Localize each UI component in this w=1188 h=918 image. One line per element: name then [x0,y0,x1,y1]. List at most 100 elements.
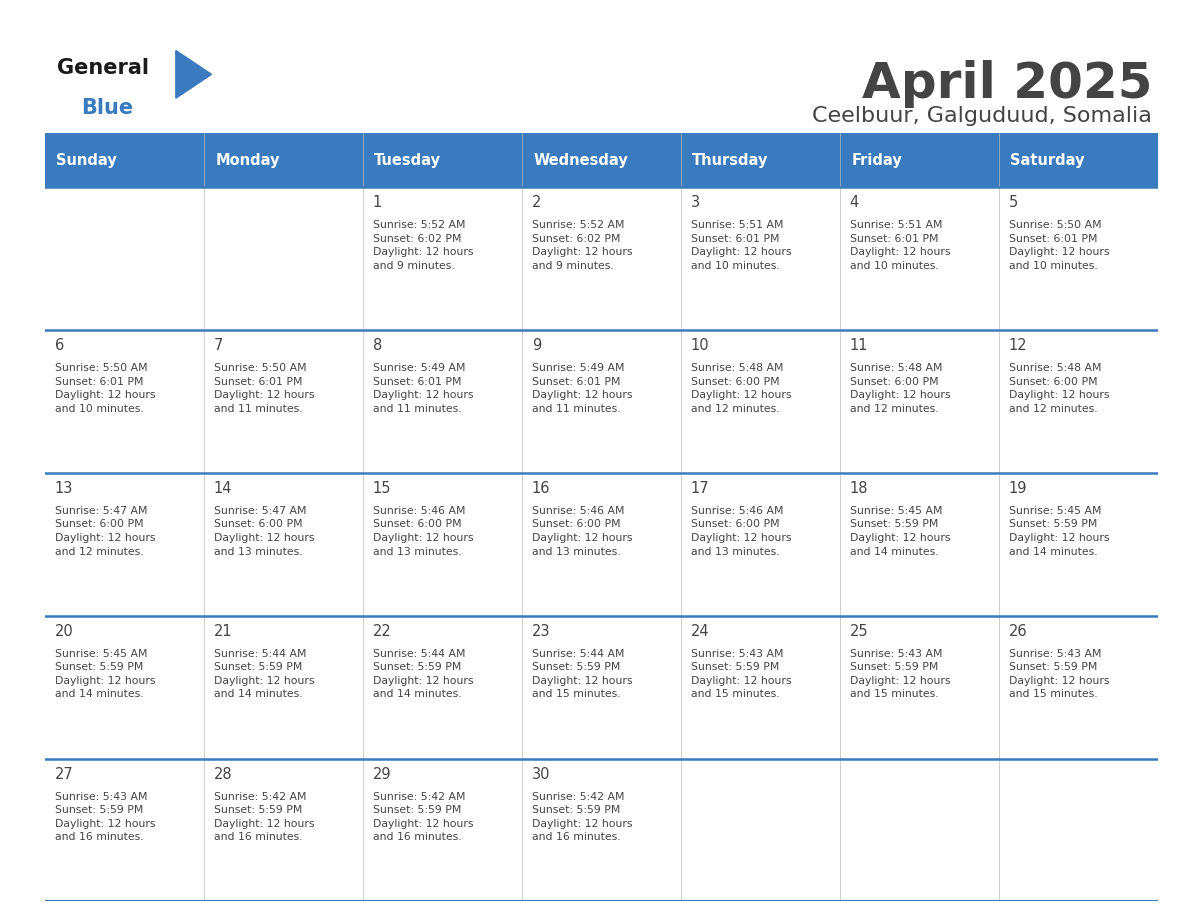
Text: Sunrise: 5:47 AM
Sunset: 6:00 PM
Daylight: 12 hours
and 12 minutes.: Sunrise: 5:47 AM Sunset: 6:00 PM Dayligh… [55,506,156,556]
Bar [45,187,204,330]
Bar [364,473,523,616]
Text: Sunrise: 5:47 AM
Sunset: 6:00 PM
Daylight: 12 hours
and 13 minutes.: Sunrise: 5:47 AM Sunset: 6:00 PM Dayligh… [214,506,314,556]
Bar [45,473,204,616]
Bar [999,616,1158,758]
Text: 11: 11 [849,338,868,353]
Bar [45,330,204,473]
Bar [523,330,681,473]
Text: Sunrise: 5:44 AM
Sunset: 5:59 PM
Daylight: 12 hours
and 15 minutes.: Sunrise: 5:44 AM Sunset: 5:59 PM Dayligh… [532,649,632,700]
Bar [840,187,999,330]
Text: 19: 19 [1009,481,1028,496]
Text: Sunday: Sunday [56,152,118,168]
Text: Sunrise: 5:51 AM
Sunset: 6:01 PM
Daylight: 12 hours
and 10 minutes.: Sunrise: 5:51 AM Sunset: 6:01 PM Dayligh… [690,220,791,271]
Bar [204,330,364,473]
Text: 6: 6 [55,338,64,353]
Text: Blue: Blue [81,98,133,118]
Text: 26: 26 [1009,623,1028,639]
Text: Sunrise: 5:50 AM
Sunset: 6:01 PM
Daylight: 12 hours
and 10 minutes.: Sunrise: 5:50 AM Sunset: 6:01 PM Dayligh… [55,363,156,414]
Text: 21: 21 [214,623,233,639]
Bar [681,758,840,901]
Text: 2: 2 [532,196,541,210]
Text: 4: 4 [849,196,859,210]
Text: Sunrise: 5:42 AM
Sunset: 5:59 PM
Daylight: 12 hours
and 16 minutes.: Sunrise: 5:42 AM Sunset: 5:59 PM Dayligh… [214,791,314,843]
Text: April 2025: April 2025 [861,60,1152,107]
Text: Tuesday: Tuesday [374,152,441,168]
Bar [523,473,681,616]
Bar [523,616,681,758]
Bar [523,758,681,901]
Text: 20: 20 [55,623,74,639]
Bar [681,616,840,758]
Text: Sunrise: 5:45 AM
Sunset: 5:59 PM
Daylight: 12 hours
and 14 minutes.: Sunrise: 5:45 AM Sunset: 5:59 PM Dayligh… [849,506,950,556]
Text: 13: 13 [55,481,72,496]
Bar [364,133,523,187]
Bar [840,330,999,473]
Bar [999,187,1158,330]
Text: 12: 12 [1009,338,1028,353]
Bar [364,758,523,901]
Text: 25: 25 [849,623,868,639]
Text: 23: 23 [532,623,550,639]
Text: Sunrise: 5:50 AM
Sunset: 6:01 PM
Daylight: 12 hours
and 11 minutes.: Sunrise: 5:50 AM Sunset: 6:01 PM Dayligh… [214,363,314,414]
Text: Sunrise: 5:43 AM
Sunset: 5:59 PM
Daylight: 12 hours
and 16 minutes.: Sunrise: 5:43 AM Sunset: 5:59 PM Dayligh… [55,791,156,843]
Text: Sunrise: 5:43 AM
Sunset: 5:59 PM
Daylight: 12 hours
and 15 minutes.: Sunrise: 5:43 AM Sunset: 5:59 PM Dayligh… [849,649,950,700]
Bar [999,133,1158,187]
Bar [681,133,840,187]
Bar [364,616,523,758]
Text: Sunrise: 5:46 AM
Sunset: 6:00 PM
Daylight: 12 hours
and 13 minutes.: Sunrise: 5:46 AM Sunset: 6:00 PM Dayligh… [373,506,473,556]
Text: Sunrise: 5:46 AM
Sunset: 6:00 PM
Daylight: 12 hours
and 13 minutes.: Sunrise: 5:46 AM Sunset: 6:00 PM Dayligh… [532,506,632,556]
Text: Sunrise: 5:42 AM
Sunset: 5:59 PM
Daylight: 12 hours
and 16 minutes.: Sunrise: 5:42 AM Sunset: 5:59 PM Dayligh… [373,791,473,843]
Text: Sunrise: 5:44 AM
Sunset: 5:59 PM
Daylight: 12 hours
and 14 minutes.: Sunrise: 5:44 AM Sunset: 5:59 PM Dayligh… [373,649,473,700]
Text: Sunrise: 5:45 AM
Sunset: 5:59 PM
Daylight: 12 hours
and 14 minutes.: Sunrise: 5:45 AM Sunset: 5:59 PM Dayligh… [1009,506,1110,556]
Bar [204,758,364,901]
Text: 17: 17 [690,481,709,496]
Text: 14: 14 [214,481,232,496]
Text: Sunrise: 5:51 AM
Sunset: 6:01 PM
Daylight: 12 hours
and 10 minutes.: Sunrise: 5:51 AM Sunset: 6:01 PM Dayligh… [849,220,950,271]
Text: 15: 15 [373,481,391,496]
Bar [45,133,204,187]
Text: 27: 27 [55,767,74,781]
Text: Sunrise: 5:48 AM
Sunset: 6:00 PM
Daylight: 12 hours
and 12 minutes.: Sunrise: 5:48 AM Sunset: 6:00 PM Dayligh… [690,363,791,414]
Text: Sunrise: 5:48 AM
Sunset: 6:00 PM
Daylight: 12 hours
and 12 minutes.: Sunrise: 5:48 AM Sunset: 6:00 PM Dayligh… [849,363,950,414]
Text: Sunrise: 5:46 AM
Sunset: 6:00 PM
Daylight: 12 hours
and 13 minutes.: Sunrise: 5:46 AM Sunset: 6:00 PM Dayligh… [690,506,791,556]
Polygon shape [176,50,211,98]
Bar [840,133,999,187]
Bar [681,330,840,473]
Text: Ceelbuur, Galguduud, Somalia: Ceelbuur, Galguduud, Somalia [813,106,1152,126]
Text: 3: 3 [690,196,700,210]
Text: Thursday: Thursday [693,152,769,168]
Text: Saturday: Saturday [1011,152,1085,168]
Bar [999,330,1158,473]
Text: Monday: Monday [215,152,280,168]
Text: Sunrise: 5:52 AM
Sunset: 6:02 PM
Daylight: 12 hours
and 9 minutes.: Sunrise: 5:52 AM Sunset: 6:02 PM Dayligh… [373,220,473,271]
Text: 29: 29 [373,767,391,781]
Bar [840,473,999,616]
Text: 5: 5 [1009,196,1018,210]
Bar [523,187,681,330]
Text: 30: 30 [532,767,550,781]
Text: Sunrise: 5:43 AM
Sunset: 5:59 PM
Daylight: 12 hours
and 15 minutes.: Sunrise: 5:43 AM Sunset: 5:59 PM Dayligh… [690,649,791,700]
Text: Sunrise: 5:45 AM
Sunset: 5:59 PM
Daylight: 12 hours
and 14 minutes.: Sunrise: 5:45 AM Sunset: 5:59 PM Dayligh… [55,649,156,700]
Text: Friday: Friday [852,152,902,168]
Bar [204,616,364,758]
Text: Sunrise: 5:44 AM
Sunset: 5:59 PM
Daylight: 12 hours
and 14 minutes.: Sunrise: 5:44 AM Sunset: 5:59 PM Dayligh… [214,649,314,700]
Text: Sunrise: 5:48 AM
Sunset: 6:00 PM
Daylight: 12 hours
and 12 minutes.: Sunrise: 5:48 AM Sunset: 6:00 PM Dayligh… [1009,363,1110,414]
Bar [204,133,364,187]
Bar [840,616,999,758]
Text: 10: 10 [690,338,709,353]
Bar [999,473,1158,616]
Bar [364,187,523,330]
Bar [523,133,681,187]
Text: 1: 1 [373,196,383,210]
Bar [45,758,204,901]
Text: Sunrise: 5:43 AM
Sunset: 5:59 PM
Daylight: 12 hours
and 15 minutes.: Sunrise: 5:43 AM Sunset: 5:59 PM Dayligh… [1009,649,1110,700]
Bar [681,473,840,616]
Text: General: General [57,58,148,78]
Text: 22: 22 [373,623,392,639]
Text: Sunrise: 5:52 AM
Sunset: 6:02 PM
Daylight: 12 hours
and 9 minutes.: Sunrise: 5:52 AM Sunset: 6:02 PM Dayligh… [532,220,632,271]
Text: 16: 16 [532,481,550,496]
Text: Sunrise: 5:42 AM
Sunset: 5:59 PM
Daylight: 12 hours
and 16 minutes.: Sunrise: 5:42 AM Sunset: 5:59 PM Dayligh… [532,791,632,843]
Text: Sunrise: 5:49 AM
Sunset: 6:01 PM
Daylight: 12 hours
and 11 minutes.: Sunrise: 5:49 AM Sunset: 6:01 PM Dayligh… [373,363,473,414]
Bar [45,616,204,758]
Text: 9: 9 [532,338,541,353]
